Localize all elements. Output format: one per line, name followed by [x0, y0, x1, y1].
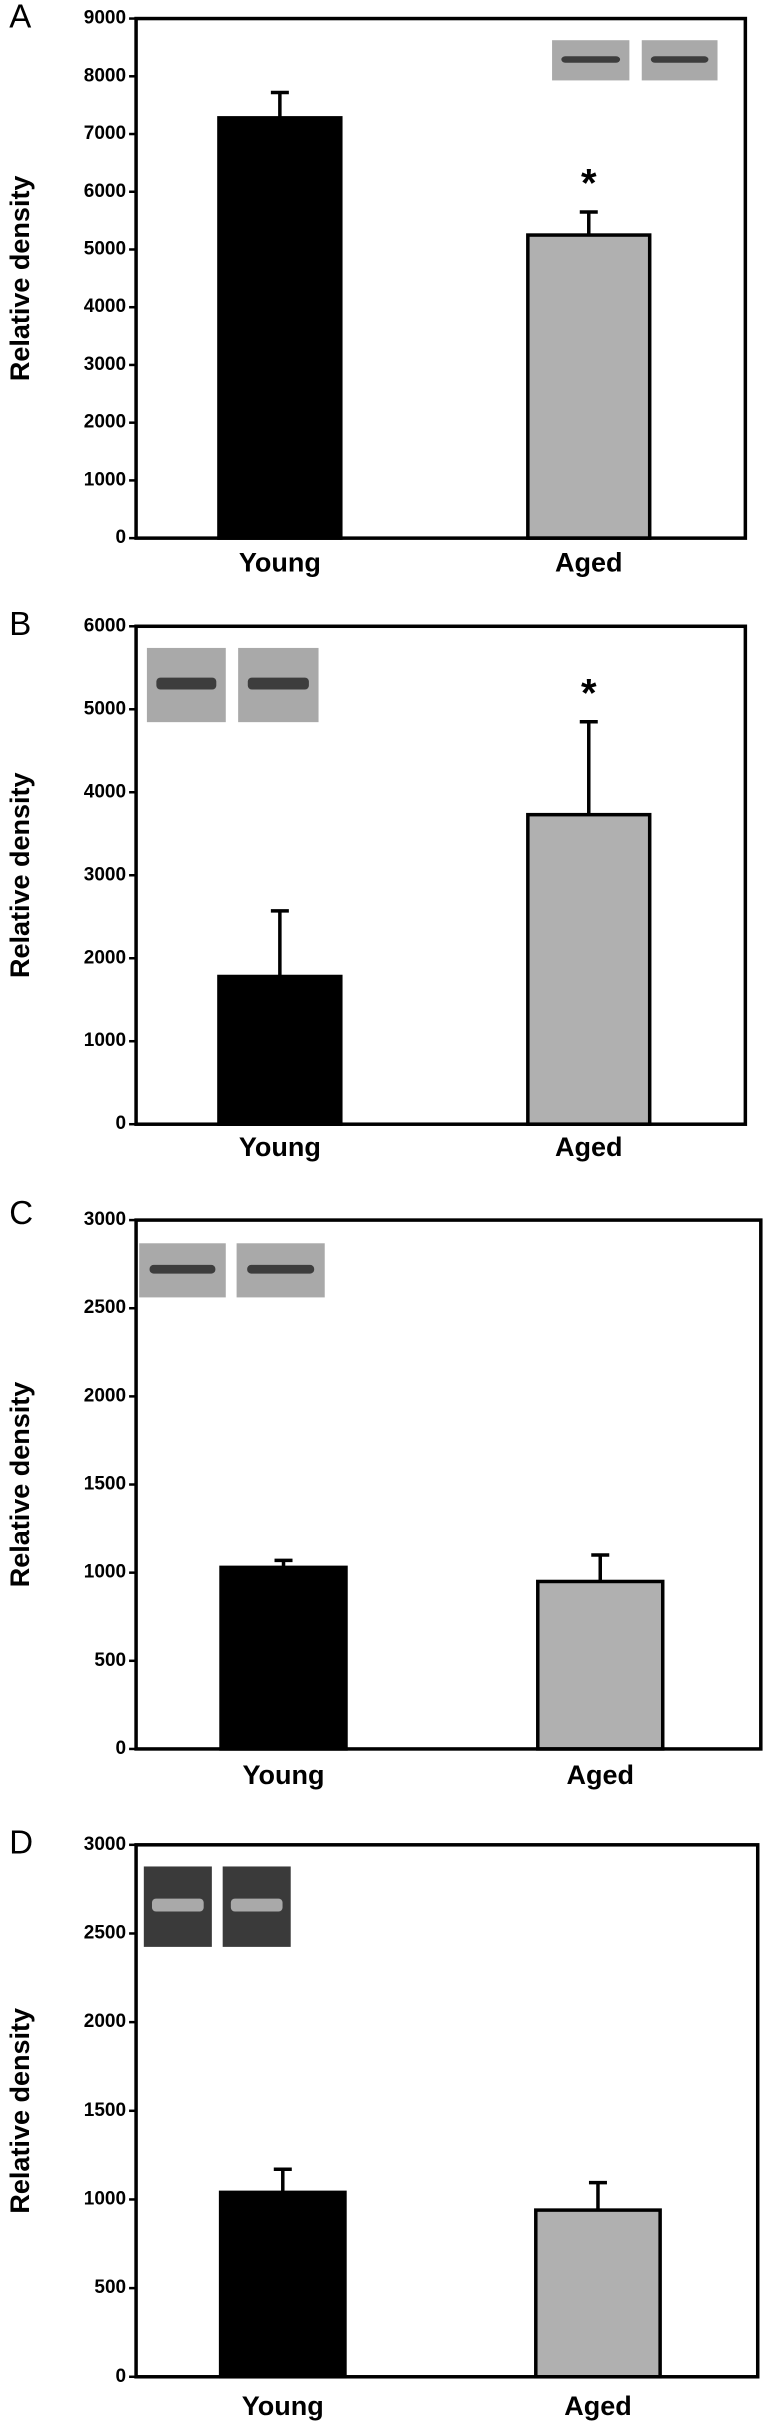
y-tick-label: 0: [116, 1113, 127, 1134]
y-tick-label: 8000: [84, 65, 126, 86]
significance-mark: *: [581, 162, 597, 206]
y-tick-label: 3000: [84, 354, 126, 375]
blot-band: [247, 1264, 315, 1274]
y-tick-label: 2500: [84, 1922, 126, 1943]
y-tick-label: 3000: [84, 1834, 126, 1855]
y-axis-label: Relative density: [5, 176, 35, 382]
chart-panel: D Relative density 0 500 1000 1500 2000 2500 300…: [5, 1824, 760, 2421]
y-tick-label: 7000: [84, 123, 126, 144]
y-tick-label: 2000: [84, 1385, 126, 1406]
chart-panel: C Relative density 0 500 1000 1500 2000 2500 300…: [5, 1194, 763, 1790]
y-tick-label: 0: [116, 2366, 127, 2387]
y-tick-label: 5000: [84, 238, 126, 259]
panel-letter: C: [9, 1194, 33, 1231]
y-axis-label: Relative density: [5, 772, 35, 978]
x-tick-label: Aged: [555, 548, 623, 578]
x-tick-label: Aged: [564, 2391, 632, 2421]
x-tick-label: Young: [239, 1132, 321, 1162]
bar: [217, 116, 343, 540]
y-tick-label: 0: [116, 1738, 127, 1759]
bar: [219, 1565, 348, 1751]
bar: [534, 2208, 662, 2379]
panel-letter: A: [9, 0, 31, 34]
y-tick-label: 3000: [84, 864, 126, 885]
y-tick-label: 2500: [84, 1297, 126, 1318]
y-axis-label: Relative density: [5, 2008, 35, 2214]
y-tick-label: 1500: [84, 1474, 126, 1495]
blot-band: [151, 1898, 204, 1912]
plot-frame: [134, 624, 748, 1126]
plot-frame: [134, 1843, 760, 2379]
y-tick-label: 1500: [84, 2100, 126, 2121]
blot-band: [230, 1898, 283, 1912]
bar: [526, 812, 652, 1126]
x-tick-label: Young: [239, 548, 321, 578]
blot-band: [650, 56, 709, 63]
y-tick-label: 6000: [84, 181, 126, 202]
x-tick-label: Aged: [567, 1760, 635, 1790]
blot-band: [247, 677, 309, 690]
blot-band: [561, 56, 621, 63]
panel-letter: D: [9, 1824, 33, 1861]
y-tick-label: 1000: [84, 1562, 126, 1583]
y-axis-label: Relative density: [5, 1382, 35, 1588]
bar: [526, 233, 652, 540]
y-tick-label: 1000: [84, 2188, 126, 2209]
blot-band: [156, 677, 217, 690]
chart-panel: A Relative density 0 1000 2000 3000 4000 5000 60…: [5, 0, 748, 578]
y-tick-label: 4000: [84, 781, 126, 802]
y-tick-label: 0: [116, 527, 127, 548]
y-tick-label: 3000: [84, 1209, 126, 1230]
plot-frame: [134, 1218, 763, 1751]
y-tick-label: 500: [94, 1650, 126, 1671]
significance-mark: *: [581, 671, 597, 715]
x-tick-label: Young: [243, 1760, 325, 1790]
y-tick-label: 2000: [84, 947, 126, 968]
y-tick-label: 9000: [84, 8, 126, 29]
x-tick-label: Young: [242, 2391, 324, 2421]
plot-frame: [134, 16, 748, 540]
chart-panel: B Relative density 0 1000 2000 3000 4000 5000 60…: [5, 605, 748, 1162]
y-tick-label: 2000: [84, 412, 126, 433]
y-tick-label: 2000: [84, 2011, 126, 2032]
panel-letter: B: [9, 605, 31, 642]
x-tick-label: Aged: [555, 1132, 623, 1162]
bar: [217, 974, 343, 1126]
y-tick-label: 500: [94, 2277, 126, 2298]
blot-band: [149, 1264, 216, 1274]
bar: [218, 2190, 347, 2379]
y-tick-label: 6000: [84, 615, 126, 636]
y-tick-label: 4000: [84, 296, 126, 317]
y-tick-label: 1000: [84, 1030, 126, 1051]
y-tick-label: 1000: [84, 469, 126, 490]
bar: [536, 1579, 665, 1751]
y-tick-label: 5000: [84, 698, 126, 719]
